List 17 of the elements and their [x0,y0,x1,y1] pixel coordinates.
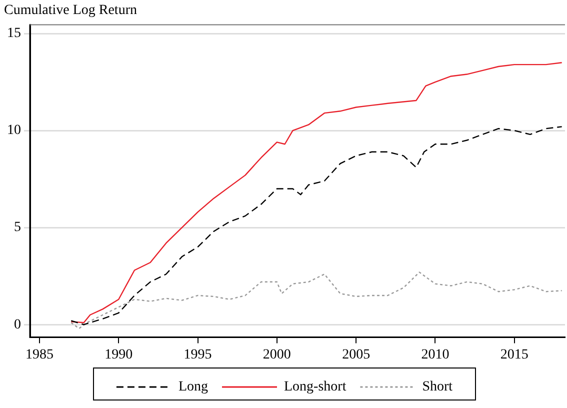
y-tick-label: 0 [14,317,21,332]
line-series [70,126,562,326]
line-series [70,272,562,330]
legend-label: Long [178,380,208,395]
y-tick-label: 10 [7,123,21,138]
x-tick-label: 1995 [184,347,212,362]
x-tick-label: 2010 [421,347,450,362]
x-tick-label: 2005 [342,347,370,362]
chart-title: Cumulative Log Return [4,3,137,18]
legend-label: Short [422,380,453,395]
x-tick-label: 2015 [500,347,528,362]
legend-label: Long-short [284,380,346,395]
x-tick-label: 1990 [104,347,133,362]
y-tick-label: 5 [14,220,21,236]
x-tick-label: 1985 [25,347,54,362]
y-tick-label: 15 [7,26,21,42]
x-tick-label: 2000 [262,347,291,362]
